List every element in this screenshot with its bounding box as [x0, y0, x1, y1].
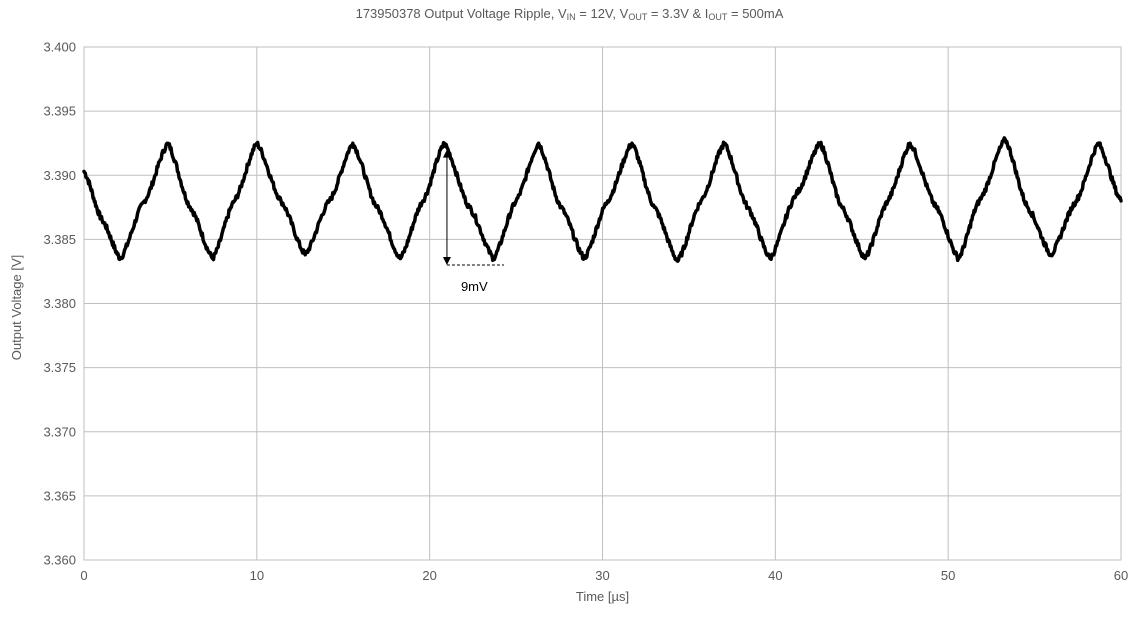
y-tick-label: 3.385 [43, 232, 76, 247]
y-tick-label: 3.395 [43, 104, 76, 119]
x-tick-label: 40 [768, 568, 782, 583]
x-axis-label: Time [µs] [576, 589, 629, 604]
y-tick-label: 3.360 [43, 553, 76, 568]
y-tick-label: 3.390 [43, 168, 76, 183]
output-voltage-series [82, 136, 1123, 263]
y-tick-label: 3.375 [43, 360, 76, 375]
plot-area-border [83, 46, 1122, 561]
y-tick-label: 3.400 [43, 40, 76, 55]
ripple-arrow-head-top [442, 149, 451, 158]
ripple-annotation: 9mV [442, 149, 504, 294]
x-tick-label: 50 [941, 568, 955, 583]
tick-labels: 0 10 20 30 40 50 60 3.360 3.365 3.370 3.375 3.380 3.… [43, 40, 1128, 584]
ripple-arrow-head-bottom [442, 257, 451, 266]
grid-lines [83, 46, 1122, 561]
x-tick-label: 0 [80, 568, 87, 583]
x-tick-label: 10 [250, 568, 264, 583]
y-tick-label: 3.365 [43, 488, 76, 503]
y-tick-label: 3.370 [43, 424, 76, 439]
x-tick-label: 60 [1114, 568, 1128, 583]
ripple-annotation-label: 9mV [461, 279, 488, 294]
y-tick-label: 3.380 [43, 296, 76, 311]
x-tick-label: 20 [422, 568, 436, 583]
x-tick-label: 30 [595, 568, 609, 583]
y-axis-label: Output Voltage [V] [9, 255, 24, 361]
chart-title: 173950378 Output Voltage Ripple, VIN = 1… [355, 6, 784, 22]
